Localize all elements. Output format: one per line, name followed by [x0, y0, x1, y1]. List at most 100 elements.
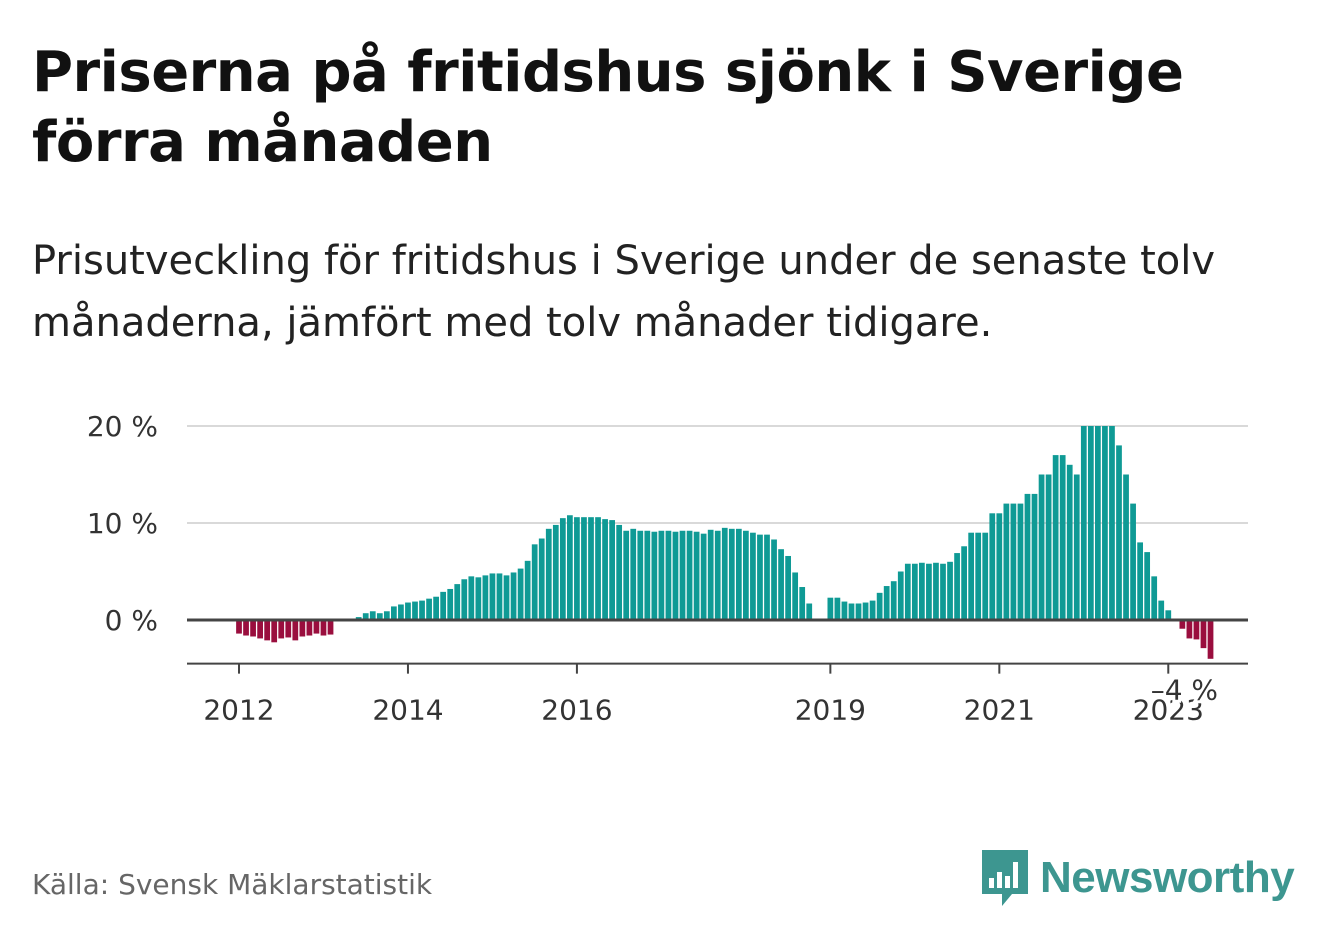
bar: [1151, 576, 1158, 620]
bar: [243, 620, 249, 636]
bar: [743, 530, 749, 620]
bar: [1130, 503, 1136, 620]
bar: [292, 620, 299, 641]
bar: [623, 530, 630, 620]
bar: [1038, 474, 1045, 620]
bar: [419, 600, 425, 620]
bar: [1080, 426, 1087, 620]
x-tick-label: 2023: [1133, 694, 1204, 727]
bar: [602, 519, 608, 620]
bar: [1052, 455, 1059, 620]
bar: [433, 596, 439, 620]
bar: [700, 533, 707, 620]
bar: [890, 581, 897, 620]
bar: [524, 560, 531, 620]
bar: [771, 539, 777, 620]
bar: [672, 531, 679, 620]
bar: [1017, 503, 1024, 620]
bar: [1186, 620, 1193, 639]
bar: [834, 597, 841, 620]
bar: [447, 588, 454, 620]
bar: [391, 606, 397, 620]
bar: [567, 515, 573, 620]
bar: [1137, 542, 1143, 620]
bar: [285, 620, 292, 638]
bar: [306, 620, 313, 636]
bar: [1031, 493, 1038, 620]
axes: [187, 618, 1248, 674]
bar: [968, 532, 975, 620]
bar: [714, 530, 721, 620]
x-tick-label: 2014: [372, 694, 443, 727]
bar: [1024, 493, 1031, 620]
bar: [996, 513, 1003, 620]
bar: [545, 528, 552, 620]
bar: [897, 571, 904, 620]
bar: [559, 518, 566, 620]
bar: [883, 586, 890, 620]
bar: [1144, 552, 1151, 620]
chart-subtitle: Prisutveckling för fritidshus i Sverige …: [32, 238, 1216, 346]
newsworthy-logo: Newsworthy: [980, 848, 1295, 908]
bar: [799, 587, 806, 620]
bar: [919, 562, 925, 620]
bar: [489, 573, 496, 620]
bar: [954, 553, 960, 620]
bar: [468, 576, 475, 620]
bar: [792, 572, 799, 620]
bar: [405, 602, 411, 620]
last-value-annotation: –4 %: [1151, 674, 1218, 707]
bar: [982, 532, 989, 620]
bar: [538, 538, 545, 620]
source-note: Källa: Svensk Mäklarstatistik: [32, 868, 433, 901]
bar: [278, 620, 285, 639]
bar: [1193, 620, 1200, 640]
bar: [989, 513, 996, 620]
bar: [496, 573, 503, 620]
bar: [299, 620, 306, 637]
bar: [665, 530, 672, 620]
bar: [264, 620, 271, 641]
bar-chart: 0 % 10 % 20 % 2012 2014 2016 2019 2021 2023–4 %: [87, 410, 1248, 727]
bar: [1095, 426, 1101, 620]
bar: [975, 532, 982, 620]
y-tick-label: 20 %: [87, 410, 158, 443]
bar: [362, 613, 369, 620]
bar: [412, 601, 418, 620]
bar: [785, 555, 791, 620]
bar: [320, 620, 327, 636]
bar: [644, 530, 651, 620]
bar: [383, 611, 390, 620]
bar: [531, 544, 538, 620]
bar: [1073, 474, 1080, 620]
bar: [757, 534, 763, 620]
bar: [764, 534, 770, 620]
bar: [510, 572, 517, 620]
bar: [940, 563, 946, 620]
bar: [595, 517, 601, 620]
chart-title: Priserna på fritidshus sjönk i Sverige f…: [32, 40, 1184, 175]
bar: [1003, 503, 1010, 620]
bar: [552, 524, 559, 620]
bar: [398, 604, 404, 620]
bar: [686, 530, 693, 620]
bar: [876, 592, 883, 620]
bar: [1010, 503, 1017, 620]
bar: [581, 517, 587, 620]
bar: [236, 620, 242, 634]
tick-labels: 0 % 10 % 20 % 2012 2014 2016 2019 2021 2023–4 %: [87, 410, 1221, 727]
bar: [271, 620, 278, 643]
bar: [454, 584, 461, 620]
bar: [1179, 620, 1186, 629]
bar: [855, 603, 862, 620]
bar: [841, 601, 848, 620]
bar: [1158, 600, 1165, 620]
y-tick-label: 0 %: [105, 604, 158, 637]
bar: [616, 524, 623, 620]
bar: [1116, 445, 1122, 620]
bar: [1200, 620, 1207, 649]
bar: [1087, 426, 1094, 620]
bar: [728, 528, 735, 620]
bar: [911, 563, 918, 620]
bar: [327, 620, 334, 635]
